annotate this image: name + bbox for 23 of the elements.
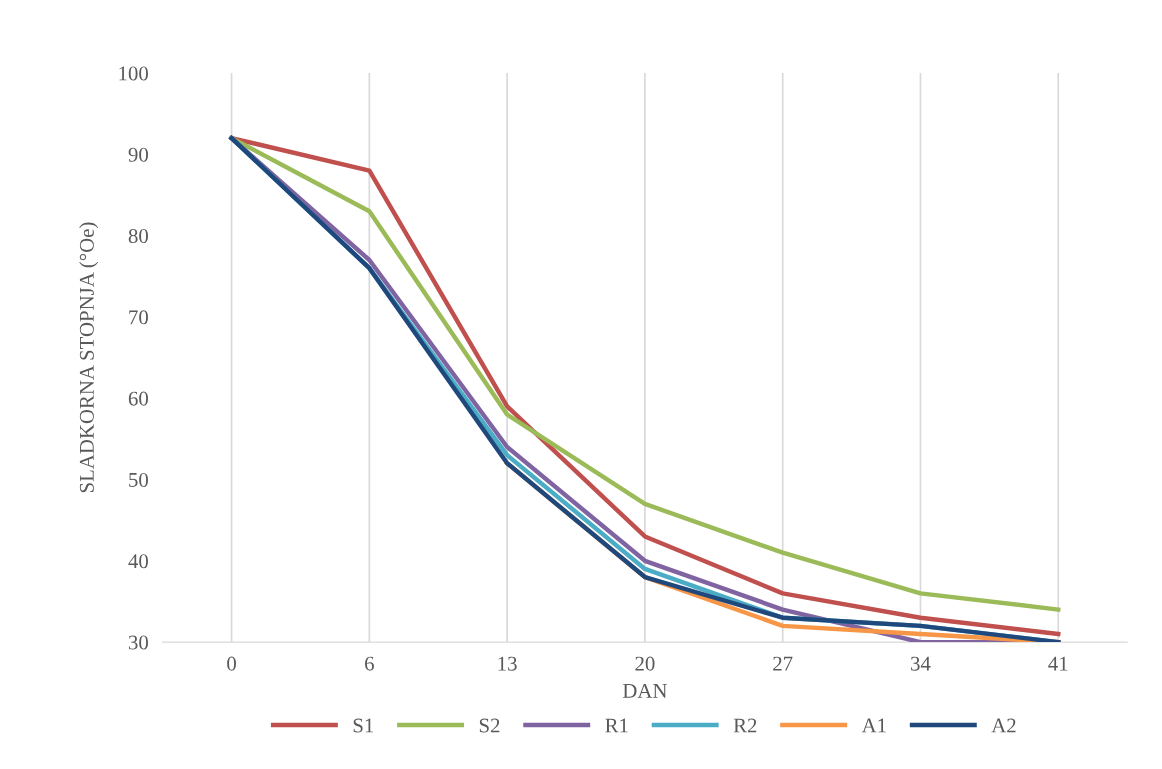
x-tick-label: 0 — [227, 656, 236, 671]
y-tick-label: 100 — [119, 66, 148, 81]
x-tick-label: 41 — [1048, 656, 1068, 671]
y-tick-label: 50 — [129, 472, 148, 487]
y-tick-label: 40 — [128, 554, 148, 569]
x-tick-label: 34 — [911, 656, 931, 671]
x-tick-label: 20 — [635, 656, 655, 671]
y-tick-label: 30 — [128, 635, 148, 650]
y-tick-label: 90 — [128, 147, 148, 162]
y-tick-label: 70 — [129, 310, 148, 325]
y-tick-label: 60 — [128, 391, 148, 406]
legend-label: A1 — [861, 718, 886, 733]
x-axis-title: DAN — [622, 683, 667, 698]
y-axis-title: SLADKORNA STOPNJA (°Oe) — [79, 222, 99, 493]
legend-label: R2 — [733, 718, 757, 733]
x-tick-label: 13 — [498, 656, 517, 671]
y-tick-label: 80 — [128, 229, 148, 244]
legend-label: S1 — [353, 718, 374, 733]
legend-label: R1 — [605, 718, 628, 733]
legend-label: S2 — [479, 718, 500, 733]
x-tick-label: 27 — [773, 656, 793, 671]
legend-label: A2 — [991, 718, 1016, 733]
x-tick-label: 6 — [365, 656, 374, 671]
